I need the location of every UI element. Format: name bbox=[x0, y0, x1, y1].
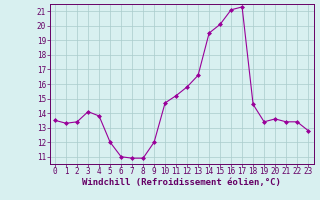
X-axis label: Windchill (Refroidissement éolien,°C): Windchill (Refroidissement éolien,°C) bbox=[82, 178, 281, 187]
